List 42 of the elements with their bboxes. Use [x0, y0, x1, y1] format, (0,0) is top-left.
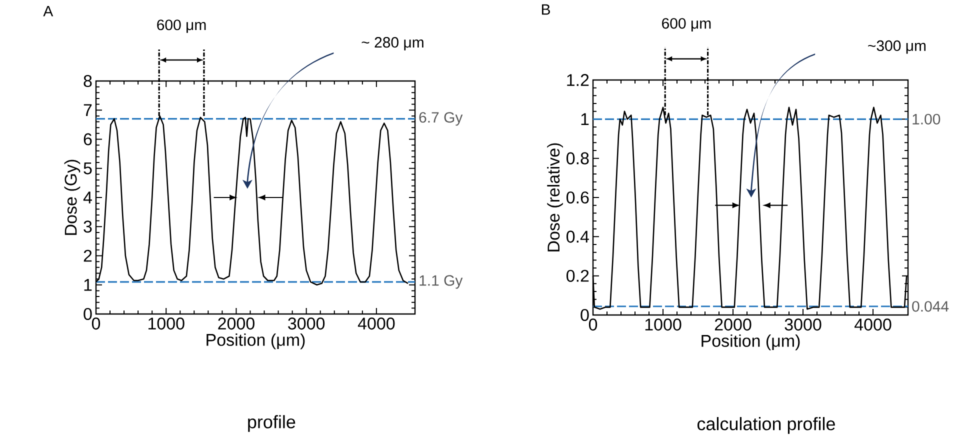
y-tick-label: 1: [84, 279, 92, 291]
text: ~300 μm: [868, 40, 926, 54]
ref-line-label: 6.7 Gy: [419, 112, 463, 126]
y-tick-label: 7: [84, 104, 92, 116]
x-tick-label: 4000: [358, 318, 395, 330]
x-tick-label: 2000: [714, 318, 752, 331]
y-tick-label: 0.6: [566, 191, 589, 204]
text: calculation profile: [697, 417, 835, 434]
x-tick-label: 3000: [784, 318, 822, 331]
y-tick-label: 6: [84, 133, 92, 146]
ref-line-label: 1.1 Gy: [420, 275, 463, 289]
x-tick-label: 1000: [148, 318, 184, 330]
y-tick-label: 0.4: [566, 230, 589, 243]
y-axis-title: Dose (Gy): [64, 160, 80, 235]
y-tick-label: 0.2: [566, 270, 589, 282]
text: B: [542, 4, 550, 15]
y-tick-label: 3: [84, 220, 92, 233]
x-tick-label: 0: [588, 318, 598, 331]
x-tick-label: 3000: [288, 318, 325, 330]
y-tick-label: 0.8: [566, 152, 589, 164]
y-tick-label: 1.2: [567, 74, 589, 86]
text: profile: [248, 415, 296, 432]
y-tick-label: 1: [581, 113, 589, 126]
ref-line-label: 1.00: [912, 114, 940, 124]
y-tick-label: 4: [83, 192, 92, 204]
annotation: 600 μm: [662, 18, 711, 32]
x-axis-title: Position (μm): [702, 334, 800, 350]
y-axis-title: Dose (relative): [547, 143, 563, 252]
text: ~ 280 μm: [362, 37, 424, 50]
y-tick-label: 8: [84, 74, 92, 88]
y-tick-label: 0: [84, 308, 92, 320]
x-tick-label: 1000: [645, 318, 682, 331]
y-tick-label: 0: [580, 308, 589, 322]
ref-line-label: 0.044: [912, 301, 949, 312]
x-axis-title: Position (μm): [206, 333, 305, 350]
text: A: [43, 6, 54, 16]
y-tick-label: 2: [84, 250, 92, 262]
x-tick-label: 0: [92, 318, 100, 330]
annotation: 600 μm: [157, 20, 206, 33]
x-tick-label: 2000: [218, 318, 254, 330]
x-tick-label: 4000: [854, 318, 892, 331]
y-tick-label: 5: [84, 162, 92, 174]
